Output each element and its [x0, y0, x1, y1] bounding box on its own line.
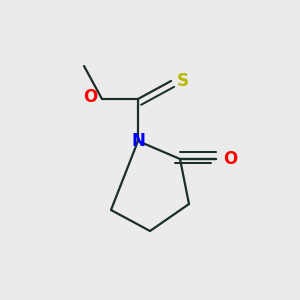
Text: S: S — [177, 72, 189, 90]
Text: N: N — [131, 132, 145, 150]
Text: O: O — [83, 88, 98, 106]
Text: O: O — [224, 150, 238, 168]
